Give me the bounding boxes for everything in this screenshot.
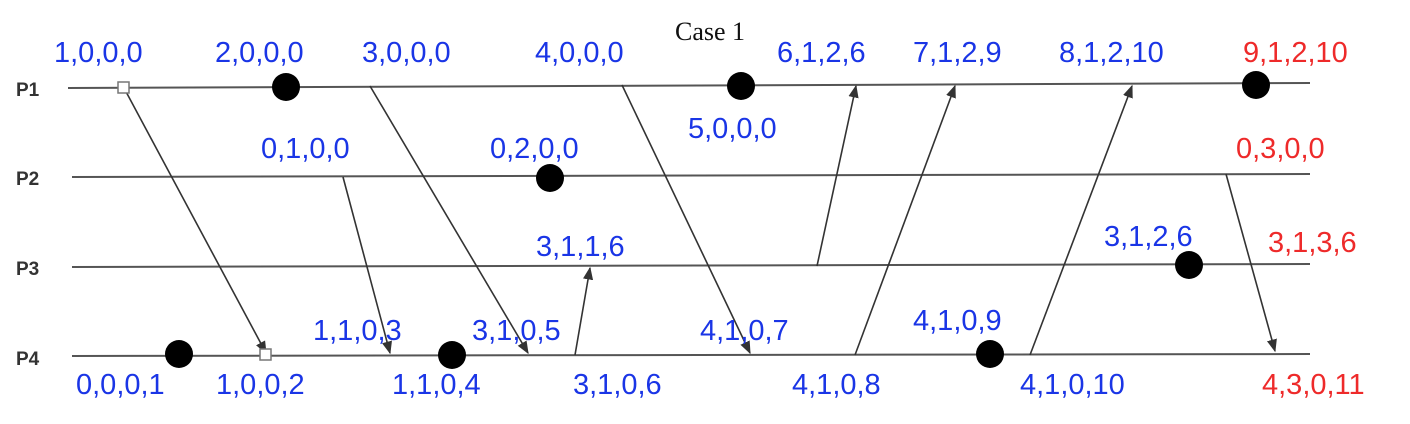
- p2-timeline: [71, 173, 1311, 178]
- vc-label-p1-4: 4,0,0,0: [535, 37, 624, 69]
- message-p3-to-p1: [816, 84, 859, 267]
- vc-label-p2-1: 0,1,0,0: [261, 133, 350, 165]
- vc-label-p4-7: 4,1,0,7: [700, 315, 789, 347]
- message-p1-to-p4: [369, 85, 529, 355]
- vc-label-p2-3: 0,3,0,0: [1236, 133, 1325, 165]
- vc-label-p1-3: 3,0,0,0: [362, 37, 451, 69]
- vc-label-p3-2: 3,1,2,6: [1104, 221, 1193, 253]
- event-dot: [1242, 71, 1270, 99]
- vc-label-p4-2: 1,0,0,2: [216, 369, 305, 401]
- vc-label-p1-1: 1,0,0,0: [54, 37, 143, 69]
- event-dot: [1175, 251, 1203, 279]
- diagram-title: Case 1: [675, 17, 745, 46]
- vc-label-p1-6: 6,1,2,6: [777, 37, 866, 69]
- message-p4-to-p3: [574, 266, 594, 356]
- vc-label-p4-10: 4,1,0,10: [1020, 369, 1125, 401]
- message-p4-to-p1: [1029, 84, 1133, 356]
- vc-label-p1-2: 2,0,0,0: [215, 37, 304, 69]
- vc-label-p1-8: 8,1,2,10: [1059, 37, 1164, 69]
- vc-label-p4-11: 4,3,0,11: [1262, 369, 1365, 401]
- vc-label-p4-3: 1,1,0,3: [313, 315, 402, 347]
- event-dot: [438, 341, 466, 369]
- vc-label-p1-9: 9,1,2,10: [1243, 37, 1348, 69]
- message-p4-to-p1: [854, 84, 956, 356]
- vc-label-p3-3: 3,1,3,6: [1268, 227, 1357, 259]
- event-dot: [727, 72, 755, 100]
- event-dot: [976, 340, 1004, 368]
- vc-label-p2-2: 0,2,0,0: [490, 133, 579, 165]
- send-event-marker: [117, 81, 130, 94]
- process-label-p1: P1: [16, 80, 40, 101]
- event-dot: [272, 73, 300, 101]
- vc-label-p4-5: 3,1,0,5: [472, 315, 561, 347]
- event-dot: [536, 164, 564, 192]
- event-dot: [165, 340, 193, 368]
- vc-label-p1-5: 5,0,0,0: [688, 113, 777, 145]
- vc-label-p4-1: 0,0,0,1: [76, 369, 165, 401]
- p1-timeline: [67, 82, 1311, 89]
- p4-timeline: [71, 353, 1311, 357]
- vc-label-p4-4: 1,1,0,4: [392, 369, 481, 401]
- vc-label-p4-6: 3,1,0,6: [573, 369, 662, 401]
- receive-event-marker: [259, 348, 272, 361]
- vc-label-p4-9: 4,1,0,9: [913, 305, 1002, 337]
- p3-timeline: [71, 263, 1311, 268]
- vc-label-p1-7: 7,1,2,9: [913, 37, 1002, 69]
- message-p1-to-p4: [621, 84, 751, 355]
- message-p1-to-p4: [123, 87, 267, 355]
- process-label-p2: P2: [16, 169, 39, 190]
- vc-label-p4-8: 4,1,0,8: [792, 369, 881, 401]
- message-p2-to-p4: [1225, 173, 1277, 353]
- vc-label-p3-1: 3,1,1,6: [536, 231, 625, 263]
- message-p2-to-p4: [342, 176, 392, 355]
- process-label-p3: P3: [16, 259, 39, 280]
- process-label-p4: P4: [16, 349, 40, 370]
